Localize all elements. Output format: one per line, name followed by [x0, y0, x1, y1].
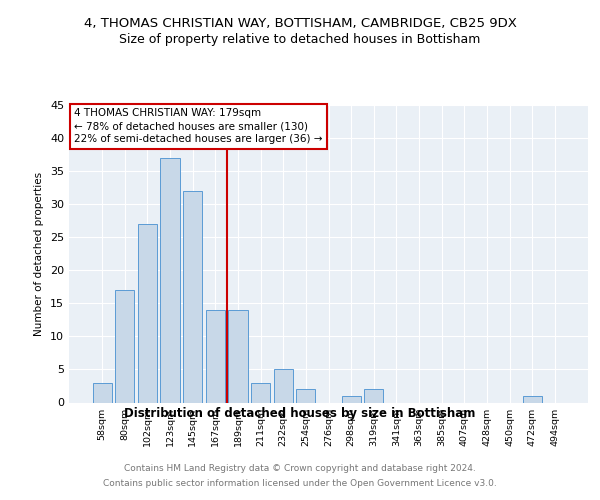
Bar [115, 290, 134, 403]
Bar [274, 370, 293, 402]
Bar [92, 382, 112, 402]
Bar [341, 396, 361, 402]
Bar [183, 191, 202, 402]
Bar [296, 390, 316, 402]
Bar [251, 382, 270, 402]
Y-axis label: Number of detached properties: Number of detached properties [34, 172, 44, 336]
Bar [206, 310, 225, 402]
Bar [364, 390, 383, 402]
Text: Size of property relative to detached houses in Bottisham: Size of property relative to detached ho… [119, 32, 481, 46]
Text: Contains public sector information licensed under the Open Government Licence v3: Contains public sector information licen… [103, 479, 497, 488]
Bar [523, 396, 542, 402]
Text: Contains HM Land Registry data © Crown copyright and database right 2024.: Contains HM Land Registry data © Crown c… [124, 464, 476, 473]
Text: 4, THOMAS CHRISTIAN WAY, BOTTISHAM, CAMBRIDGE, CB25 9DX: 4, THOMAS CHRISTIAN WAY, BOTTISHAM, CAMB… [83, 18, 517, 30]
Text: 4 THOMAS CHRISTIAN WAY: 179sqm
← 78% of detached houses are smaller (130)
22% of: 4 THOMAS CHRISTIAN WAY: 179sqm ← 78% of … [74, 108, 323, 144]
Bar [160, 158, 180, 402]
Text: Distribution of detached houses by size in Bottisham: Distribution of detached houses by size … [124, 408, 476, 420]
Bar [229, 310, 248, 402]
Bar [138, 224, 157, 402]
